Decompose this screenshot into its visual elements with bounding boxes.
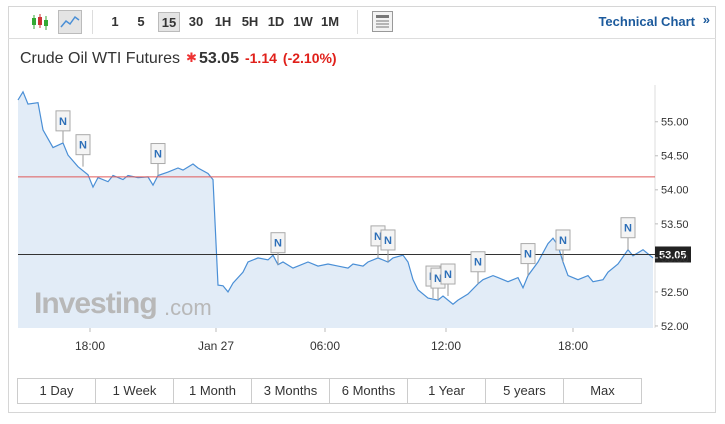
x-tick-label: 06:00 xyxy=(310,339,340,353)
news-marker[interactable]: N xyxy=(380,229,396,262)
news-label: N xyxy=(59,116,67,128)
area xyxy=(18,91,653,328)
news-box xyxy=(150,143,166,165)
range-button[interactable]: 5 years xyxy=(485,378,564,404)
price-tag xyxy=(655,246,691,263)
news-label: N xyxy=(384,235,392,247)
news-marker[interactable]: N xyxy=(620,217,636,250)
range-button[interactable]: 1 Week xyxy=(95,378,174,404)
news-marker[interactable]: N xyxy=(270,232,286,265)
news-marker[interactable]: N xyxy=(555,229,571,262)
quote-header: Crude Oil WTI Futures ✱ 53.05 -1.14 (-2.10%) xyxy=(20,50,343,68)
y-tick-label: 53.00 xyxy=(661,253,689,265)
news-marker[interactable]: N xyxy=(520,243,536,276)
range-button[interactable]: 6 Months xyxy=(329,378,408,404)
price-tag-label: 53.05 xyxy=(659,249,687,261)
change: -1.14 xyxy=(244,50,277,66)
news-label: N xyxy=(374,231,382,243)
news-label: N xyxy=(524,248,532,260)
chevron-icon[interactable]: » xyxy=(702,12,710,27)
interval-button[interactable]: 30 xyxy=(188,14,204,29)
news-box xyxy=(75,134,91,156)
x-tick-label: Jan 27 xyxy=(198,339,234,353)
table-icon[interactable] xyxy=(372,11,393,32)
watermark: Investing xyxy=(34,287,157,320)
news-label: N xyxy=(434,273,442,285)
news-box xyxy=(620,217,636,239)
news-label: N xyxy=(474,257,482,269)
y-tick-label: 54.50 xyxy=(661,151,689,163)
x-tick-label: 18:00 xyxy=(558,339,588,353)
news-marker[interactable]: N xyxy=(75,134,91,167)
news-label: N xyxy=(154,148,162,160)
toolbar-divider xyxy=(8,38,716,39)
interval-button[interactable]: 1H xyxy=(214,14,232,29)
news-marker[interactable]: N xyxy=(55,110,71,143)
interval-button[interactable]: 1M xyxy=(320,14,340,29)
interval-button[interactable]: 15 xyxy=(158,12,180,32)
news-box xyxy=(555,229,571,251)
watermark-suffix: .com xyxy=(164,295,212,320)
interval-button[interactable]: 1 xyxy=(111,14,119,29)
news-label: N xyxy=(274,238,282,250)
news-box xyxy=(55,110,71,132)
instrument-name: Crude Oil WTI Futures xyxy=(20,50,181,67)
x-tick-label: 12:00 xyxy=(431,339,461,353)
news-box xyxy=(520,243,536,265)
price-line xyxy=(17,90,654,305)
news-box xyxy=(470,251,486,273)
range-button[interactable]: 1 Day xyxy=(17,378,96,404)
interval-button[interactable]: 5H xyxy=(241,14,259,29)
news-box xyxy=(440,263,456,285)
range-button[interactable]: 3 Months xyxy=(251,378,330,404)
x-tick-label: 18:00 xyxy=(75,339,105,353)
status-icon: ✱ xyxy=(186,50,197,65)
news-label: N xyxy=(559,235,567,247)
y-tick-label: 53.50 xyxy=(661,219,689,231)
change-percent: (-2.10%) xyxy=(282,50,337,66)
news-box xyxy=(380,229,396,251)
news-label: N xyxy=(79,140,87,152)
y-tick-label: 52.00 xyxy=(661,321,689,333)
range-selector: 1 Day 1 Week 1 Month 3 Months 6 Months 1 Year… xyxy=(17,378,642,404)
news-marker[interactable]: N xyxy=(150,143,166,176)
news-marker[interactable]: N xyxy=(440,263,456,297)
separator xyxy=(357,10,358,34)
y-tick-label: 54.00 xyxy=(661,185,689,197)
interval-button[interactable]: 1D xyxy=(267,14,285,29)
y-tick-label: 52.50 xyxy=(661,287,689,299)
range-button[interactable]: Max xyxy=(563,378,642,404)
news-box xyxy=(270,232,286,254)
last-price: 53.05 xyxy=(198,50,239,67)
range-button[interactable]: 1 Month xyxy=(173,378,252,404)
candlestick-icon[interactable] xyxy=(30,12,50,32)
widget-frame xyxy=(8,6,716,413)
news-label: N xyxy=(624,223,632,235)
separator xyxy=(92,10,93,34)
range-button[interactable]: 1 Year xyxy=(407,378,486,404)
technical-chart-link[interactable]: Technical Chart xyxy=(598,14,695,29)
interval-button[interactable]: 5 xyxy=(137,14,145,29)
news-marker[interactable]: N xyxy=(470,251,486,284)
interval-button[interactable]: 1W xyxy=(293,14,313,29)
news-label: N xyxy=(444,269,452,281)
line-chart-icon[interactable] xyxy=(58,10,82,34)
y-tick-label: 55.00 xyxy=(661,117,689,129)
